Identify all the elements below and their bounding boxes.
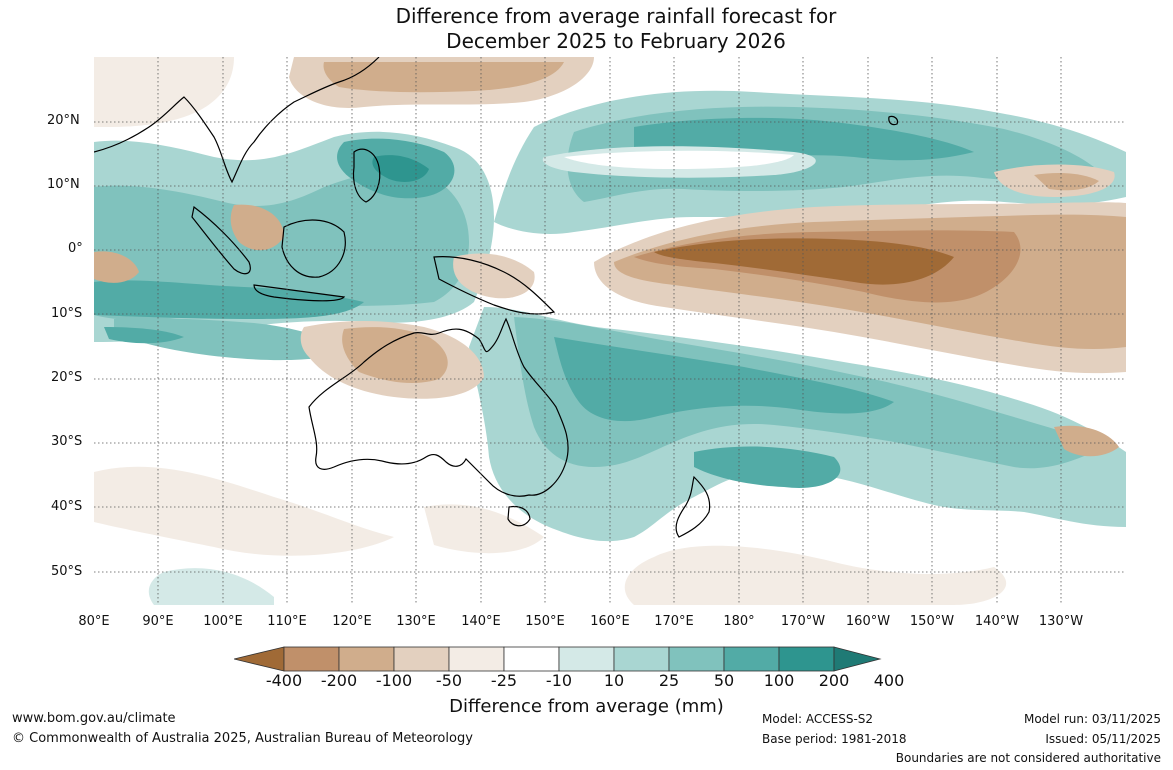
lon-label-120e: 120°E xyxy=(332,614,372,629)
philippines-coastline xyxy=(352,148,381,203)
lon-label-150w: 150°W xyxy=(909,614,955,629)
lon-label-180: 180° xyxy=(723,614,755,629)
legend-tick: -50 xyxy=(435,671,463,690)
legend-tick: 400 xyxy=(873,671,905,690)
coastlines xyxy=(94,57,899,538)
lon-label-130w: 130°W xyxy=(1038,614,1084,629)
legend-swatch xyxy=(558,646,615,672)
footer-disclaimer: Boundaries are not considered authoritat… xyxy=(895,751,1161,765)
legend-swatch xyxy=(503,646,560,672)
lon-label-170e: 170°E xyxy=(654,614,694,629)
lat-label-30s: 30°S xyxy=(51,434,83,449)
legend-swatch xyxy=(338,646,395,672)
java-coastline xyxy=(253,284,346,302)
legend-colorbar xyxy=(233,646,940,676)
legend-tick: -25 xyxy=(490,671,518,690)
lat-label-0: 0° xyxy=(68,241,83,256)
legend-colorbar-svg xyxy=(233,646,882,672)
legend-tick: 200 xyxy=(818,671,850,690)
legend-swatch xyxy=(778,646,835,672)
lat-label-20n: 20°N xyxy=(47,113,80,128)
legend-title: Difference from average (mm) xyxy=(449,696,724,717)
legend-swatch xyxy=(393,646,450,672)
legend-tick: -400 xyxy=(265,671,303,690)
wet-region xyxy=(94,90,1126,542)
lon-label-170w: 170°W xyxy=(780,614,826,629)
footer-url: www.bom.gov.au/climate xyxy=(12,711,176,726)
legend-tick: 25 xyxy=(658,671,680,690)
lat-label-10n: 10°N xyxy=(47,177,80,192)
legend-swatch xyxy=(283,646,340,672)
southern-dry-patches xyxy=(94,466,1007,605)
map-title: Difference from average rainfall forecas… xyxy=(0,4,1173,54)
legend-swatch xyxy=(668,646,725,672)
rainfall-map-svg xyxy=(94,57,1126,605)
lat-label-40s: 40°S xyxy=(51,499,83,514)
title-line-2: December 2025 to February 2026 xyxy=(446,29,786,53)
graticule xyxy=(94,57,1126,605)
footer-copyright: © Commonwealth of Australia 2025, Austra… xyxy=(12,731,473,746)
legend-swatch xyxy=(613,646,670,672)
footer-model-run: Model run: 03/11/2025 xyxy=(1023,712,1161,726)
australia-coastline xyxy=(308,317,569,497)
footer-base-period: Base period: 1981-2018 xyxy=(762,732,907,746)
footer-model: Model: ACCESS-S2 xyxy=(762,712,874,726)
lon-label-130e: 130°E xyxy=(396,614,436,629)
legend-swatch xyxy=(723,646,780,672)
legend-tick: -10 xyxy=(545,671,573,690)
hawaii-coastline xyxy=(888,115,899,126)
lon-label-160e: 160°E xyxy=(590,614,630,629)
new-zealand-coastline xyxy=(675,475,711,538)
legend-tick: -200 xyxy=(320,671,358,690)
legend-swatch xyxy=(833,646,882,672)
legend-tick: 50 xyxy=(713,671,735,690)
lon-label-110e: 110°E xyxy=(267,614,307,629)
new-guinea-coastline xyxy=(433,256,556,315)
legend-tick: -100 xyxy=(375,671,413,690)
lon-label-100e: 100°E xyxy=(203,614,243,629)
legend-swatch xyxy=(233,646,285,672)
asia-coastline xyxy=(94,57,380,184)
lat-label-50s: 50°S xyxy=(51,564,83,579)
title-line-1: Difference from average rainfall forecas… xyxy=(395,4,837,28)
rainfall-map xyxy=(94,57,1126,605)
lon-label-140w: 140°W xyxy=(974,614,1020,629)
lon-label-90e: 90°E xyxy=(142,614,174,629)
sumatra-coastline xyxy=(191,205,251,275)
lon-label-150e: 150°E xyxy=(525,614,565,629)
legend-swatches xyxy=(233,646,882,672)
borneo-coastline xyxy=(281,219,346,278)
legend-tick: 10 xyxy=(603,671,625,690)
legend-tick: 100 xyxy=(763,671,795,690)
lon-label-160w: 160°W xyxy=(845,614,891,629)
footer-issued: Issued: 05/11/2025 xyxy=(1045,732,1161,746)
legend-swatch xyxy=(448,646,505,672)
lat-label-10s: 10°S xyxy=(51,306,83,321)
lon-label-80e: 80°E xyxy=(78,614,110,629)
lat-label-20s: 20°S xyxy=(51,370,83,385)
lon-label-140e: 140°E xyxy=(461,614,501,629)
